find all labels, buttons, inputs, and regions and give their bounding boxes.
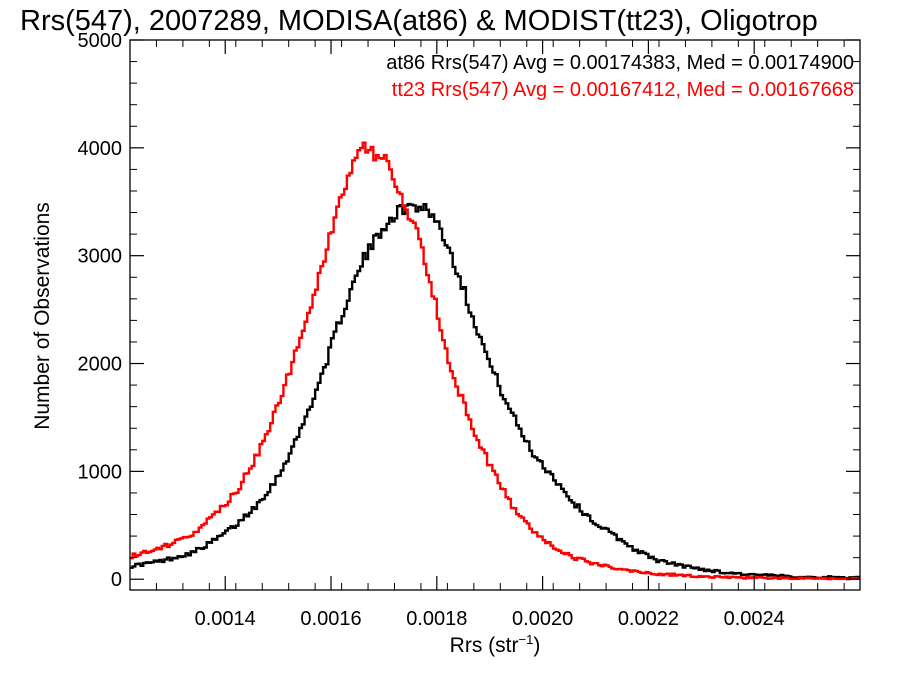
y-tick-label: 5000	[78, 30, 123, 52]
legend-entry-at86: at86 Rrs(547) Avg = 0.00174383, Med = 0.…	[386, 52, 854, 74]
y-tick-label: 0	[111, 569, 122, 591]
axes-layer: 0.0014 0.0016 0.0018 0.0020 0.0022 0.0024 0 100…	[78, 30, 861, 630]
y-tick-label: 2000	[78, 354, 123, 376]
y-axis-label: Number of Observations	[31, 202, 54, 430]
x-axis-label-close: )	[533, 634, 540, 657]
x-tick-label: 0.0024	[724, 608, 785, 630]
x-axis-label-main: Rrs (str	[450, 634, 519, 657]
series-tt23-histogram	[130, 141, 860, 581]
y-tick-label: 3000	[78, 246, 123, 268]
y-tick-label: 1000	[78, 461, 123, 483]
plot-frame	[129, 39, 861, 591]
y-tick-label: 4000	[78, 138, 123, 160]
legend-entry-tt23: tt23 Rrs(547) Avg = 0.00167412, Med = 0.…	[392, 79, 854, 101]
series-layer	[130, 141, 860, 581]
x-tick-label: 0.0018	[406, 608, 467, 630]
x-tick-label: 0.0022	[618, 608, 679, 630]
x-tick-label: 0.0020	[512, 608, 573, 630]
series-at86-histogram	[130, 202, 860, 580]
x-axis-label-sup: −1	[519, 632, 534, 647]
x-tick-label: 0.0014	[195, 608, 256, 630]
legend: at86 Rrs(547) Avg = 0.00174383, Med = 0.…	[386, 52, 854, 101]
x-axis-label: Rrs (str−1)	[450, 632, 541, 657]
x-tick-label: 0.0016	[300, 608, 361, 630]
chart-title: Rrs(547), 2007289, MODISA(at86) & MODIST…	[20, 5, 818, 37]
